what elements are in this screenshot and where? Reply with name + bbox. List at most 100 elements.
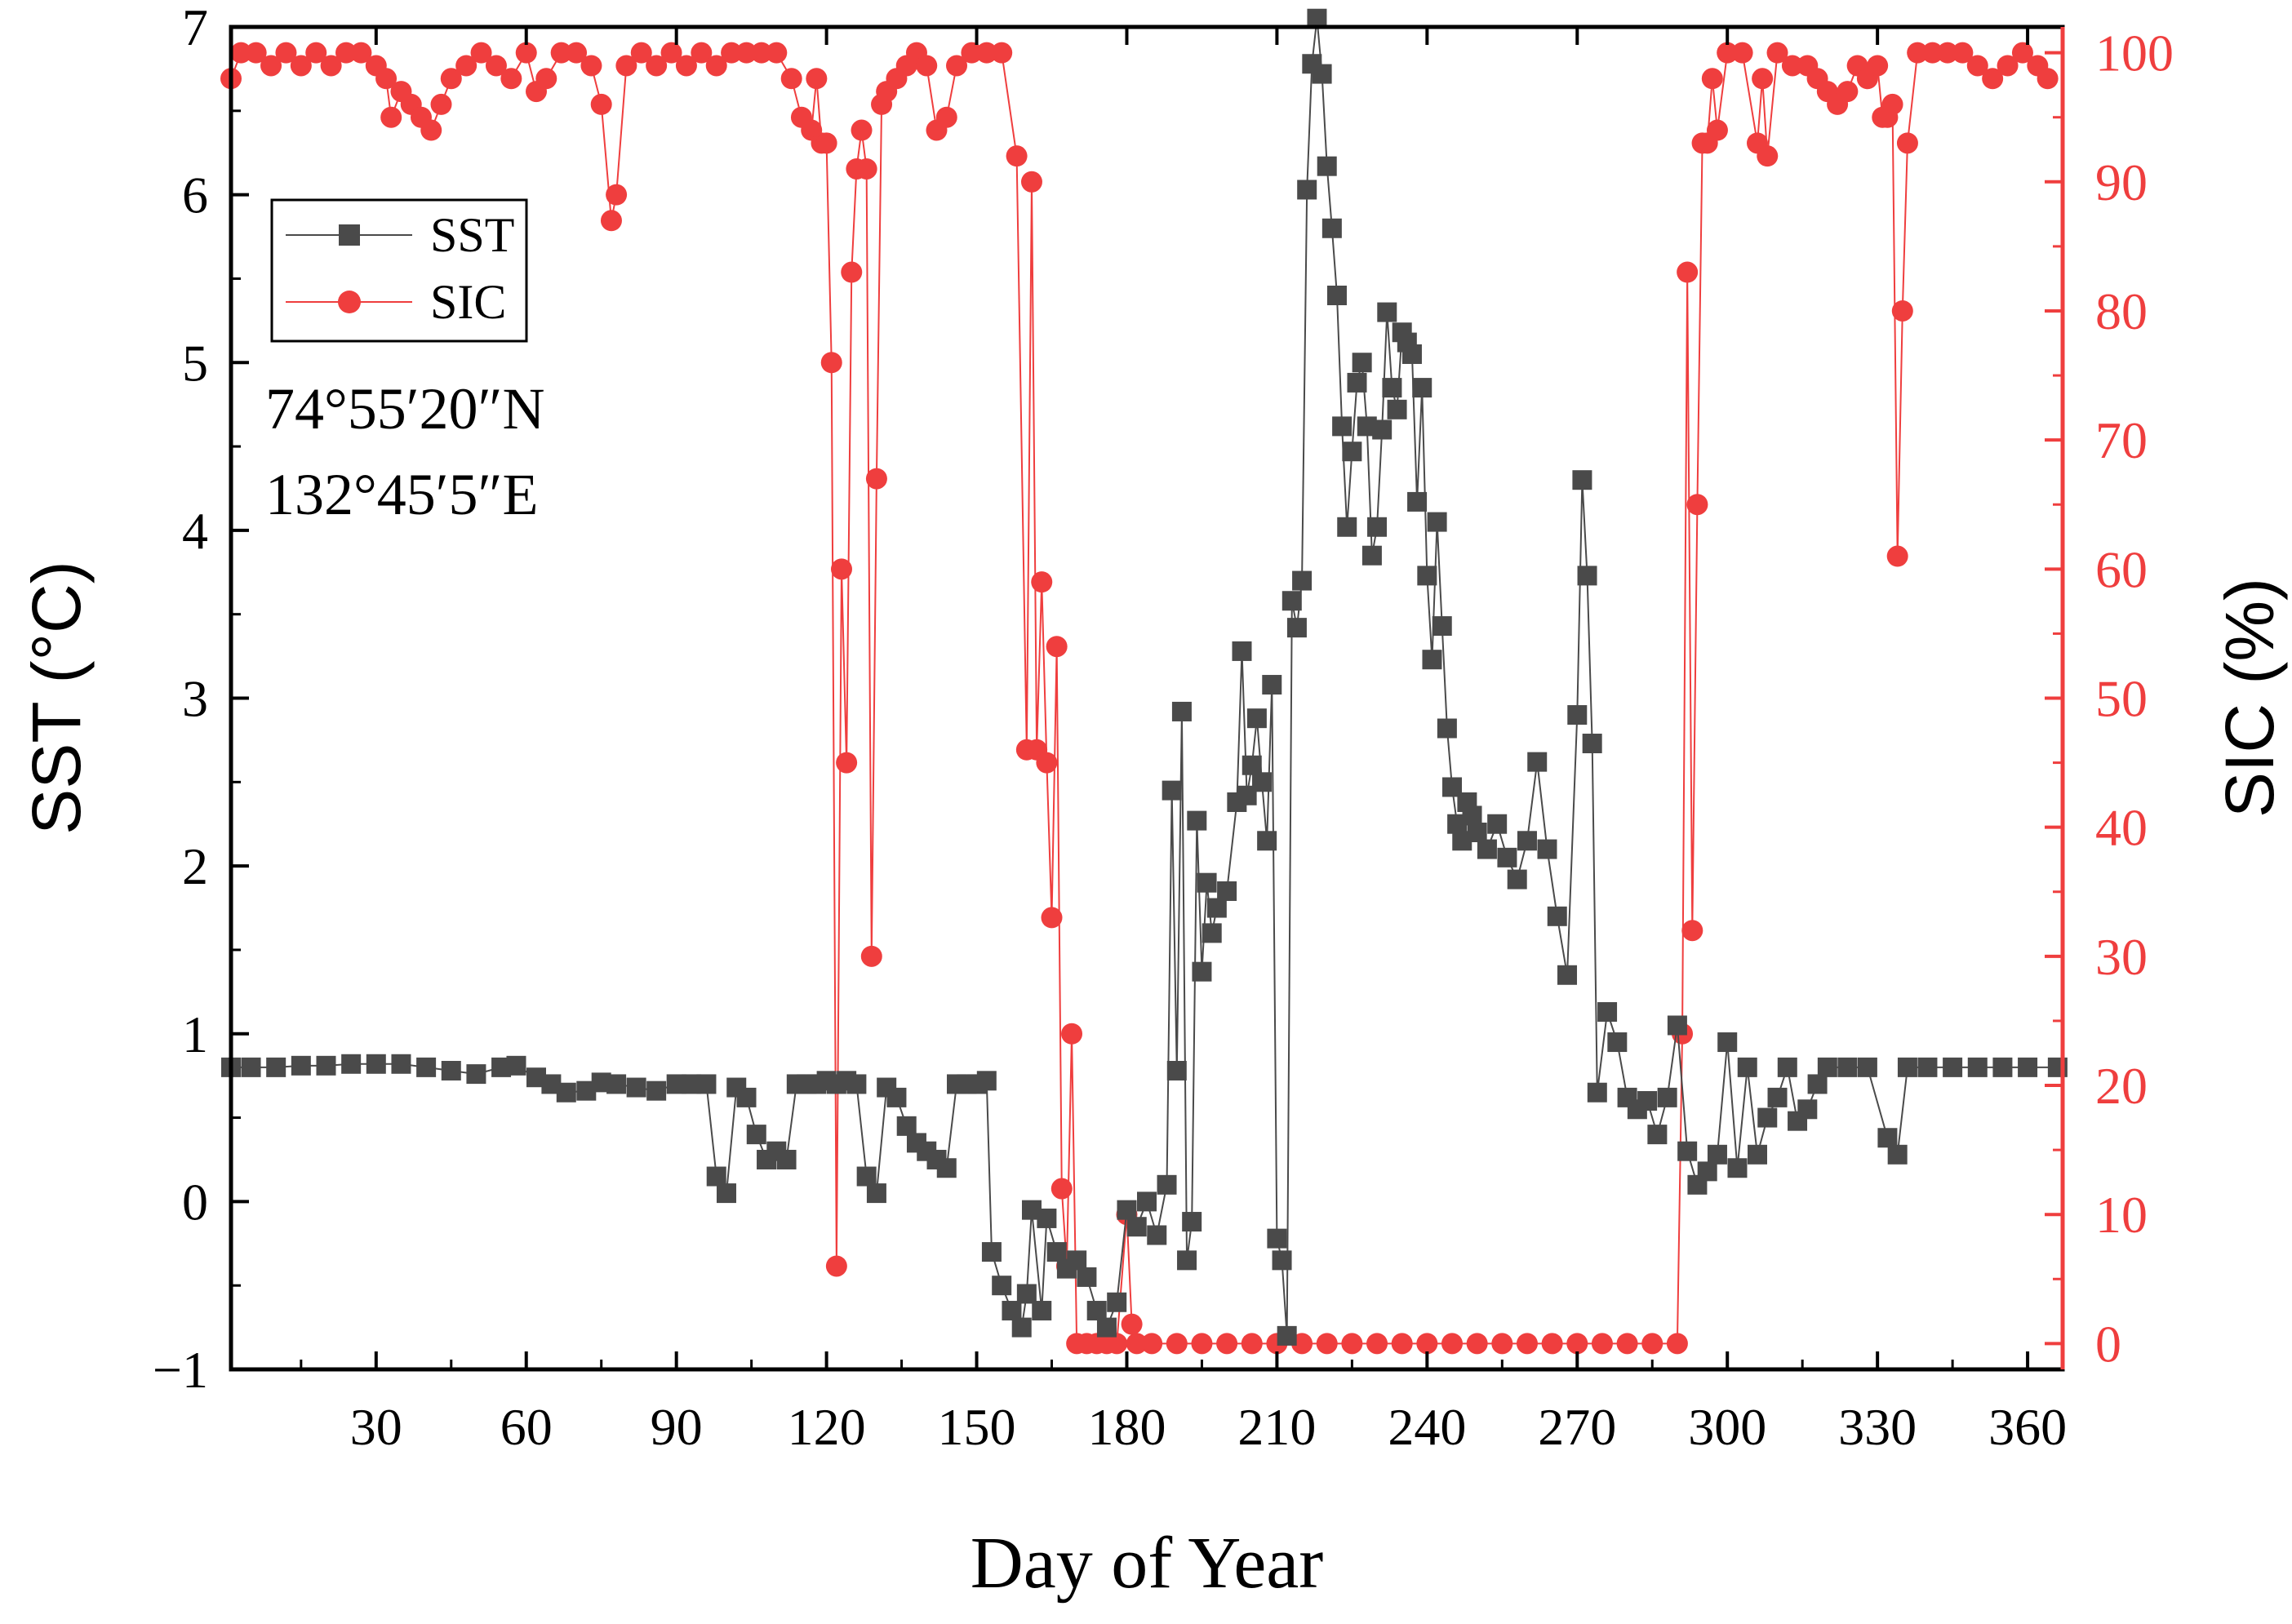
sic-point <box>430 93 452 115</box>
y-right-tick-label: 40 <box>2095 799 2148 857</box>
sic-point <box>1516 1333 1538 1355</box>
y-right-tick-label: 10 <box>2095 1186 2148 1244</box>
sic-point <box>566 42 588 64</box>
sst-point <box>856 1166 877 1187</box>
x-tick-label: 210 <box>1237 1398 1316 1456</box>
sst-point <box>1277 1325 1297 1346</box>
y-right-axis-title: SIC (%) <box>2211 578 2288 818</box>
sst-point <box>1537 839 1557 859</box>
y-right-tick-label: 70 <box>2095 411 2148 469</box>
y-right-tick-label: 100 <box>2095 24 2174 82</box>
sic-point <box>780 68 802 90</box>
sst-point <box>1337 517 1357 537</box>
y-left-tick-label: 6 <box>182 166 208 224</box>
sst-point <box>241 1057 261 1077</box>
sst-point <box>776 1149 797 1169</box>
sst-point <box>716 1183 736 1204</box>
sst-point <box>1137 1191 1157 1212</box>
sst-point <box>1897 1057 1917 1077</box>
sst-point <box>291 1055 311 1076</box>
sst-point <box>1326 286 1347 305</box>
sst-point <box>1647 1125 1668 1145</box>
sst-point <box>1992 1057 2013 1077</box>
sst-point <box>1607 1032 1628 1053</box>
sic-point <box>1006 145 1028 167</box>
sic-point <box>1641 1333 1663 1355</box>
x-tick-label: 240 <box>1388 1398 1466 1456</box>
sic-point <box>1907 42 1929 64</box>
sst-point <box>1096 1317 1117 1338</box>
sst-point <box>746 1125 766 1145</box>
y-right-tick-label: 30 <box>2095 928 2148 986</box>
sst-point <box>1917 1057 1938 1077</box>
sic-point <box>500 68 522 90</box>
sst-point <box>391 1054 411 1074</box>
legend-box <box>270 198 528 343</box>
sst-point <box>1382 378 1402 398</box>
sst-point <box>1727 1158 1748 1178</box>
sic-point <box>606 184 628 206</box>
sst-point <box>1797 1099 1818 1120</box>
y-left-tick-label: 7 <box>182 0 208 56</box>
x-tick-label: 90 <box>651 1398 703 1456</box>
sic-point <box>1616 1333 1638 1355</box>
sic-point <box>1936 42 1958 64</box>
sic-point <box>841 261 863 283</box>
sst-point <box>1067 1250 1087 1271</box>
sic-point <box>660 42 682 64</box>
sic-point <box>1766 42 1788 64</box>
sic-point <box>320 55 342 77</box>
legend-sic-marker <box>338 291 361 313</box>
sst-point <box>1527 752 1548 772</box>
sic-point <box>1921 42 1943 64</box>
sic-point <box>836 752 858 774</box>
sst-point <box>696 1074 717 1094</box>
sst-point <box>1162 780 1182 801</box>
sst-point <box>1422 650 1442 670</box>
sic-point <box>1886 545 1908 567</box>
sic-point <box>860 945 882 967</box>
sst-point <box>1317 156 1337 176</box>
sic-point <box>691 42 713 64</box>
sst-point <box>1587 1082 1607 1103</box>
sst-point <box>1002 1301 1022 1321</box>
sst-point <box>1757 1107 1778 1128</box>
sic-point <box>600 210 622 232</box>
sst-point <box>1312 64 1332 84</box>
sic-point <box>485 55 507 77</box>
sst-point <box>736 1087 757 1107</box>
legend: SST SIC <box>270 198 528 343</box>
sic-point <box>1441 1333 1463 1355</box>
legend-sst-label: SST <box>430 208 514 262</box>
sst-point <box>341 1054 362 1074</box>
sic-point <box>1391 1333 1413 1355</box>
sic-point <box>1341 1333 1363 1355</box>
sic-point <box>230 42 252 64</box>
sst-point <box>1032 1301 1052 1321</box>
sst-point <box>936 1158 957 1178</box>
sst-point <box>1107 1292 1127 1312</box>
sst-point <box>1177 1250 1197 1271</box>
sic-point <box>515 42 537 64</box>
sst-point <box>1242 755 1262 775</box>
sic-point <box>1731 42 1753 64</box>
sst-point <box>1877 1128 1898 1148</box>
sic-point <box>1541 1333 1563 1355</box>
sic-point <box>350 42 372 64</box>
sst-point <box>886 1087 907 1107</box>
sst-point <box>1807 1074 1828 1094</box>
x-tick-label: 330 <box>1838 1398 1917 1456</box>
sic-point <box>705 55 727 77</box>
sst-point <box>1192 961 1212 982</box>
x-tick-label: 30 <box>350 1398 402 1456</box>
sst-point <box>1407 491 1428 512</box>
sic-series <box>220 42 2059 1355</box>
sic-point <box>1036 752 1058 774</box>
sst-point <box>1667 1015 1687 1036</box>
sic-point <box>851 119 873 141</box>
sic-point <box>1366 1333 1388 1355</box>
sic-point <box>1466 1333 1488 1355</box>
sst-point <box>1126 1217 1147 1237</box>
sst-point <box>981 1242 1002 1262</box>
sst-point <box>1657 1087 1677 1107</box>
